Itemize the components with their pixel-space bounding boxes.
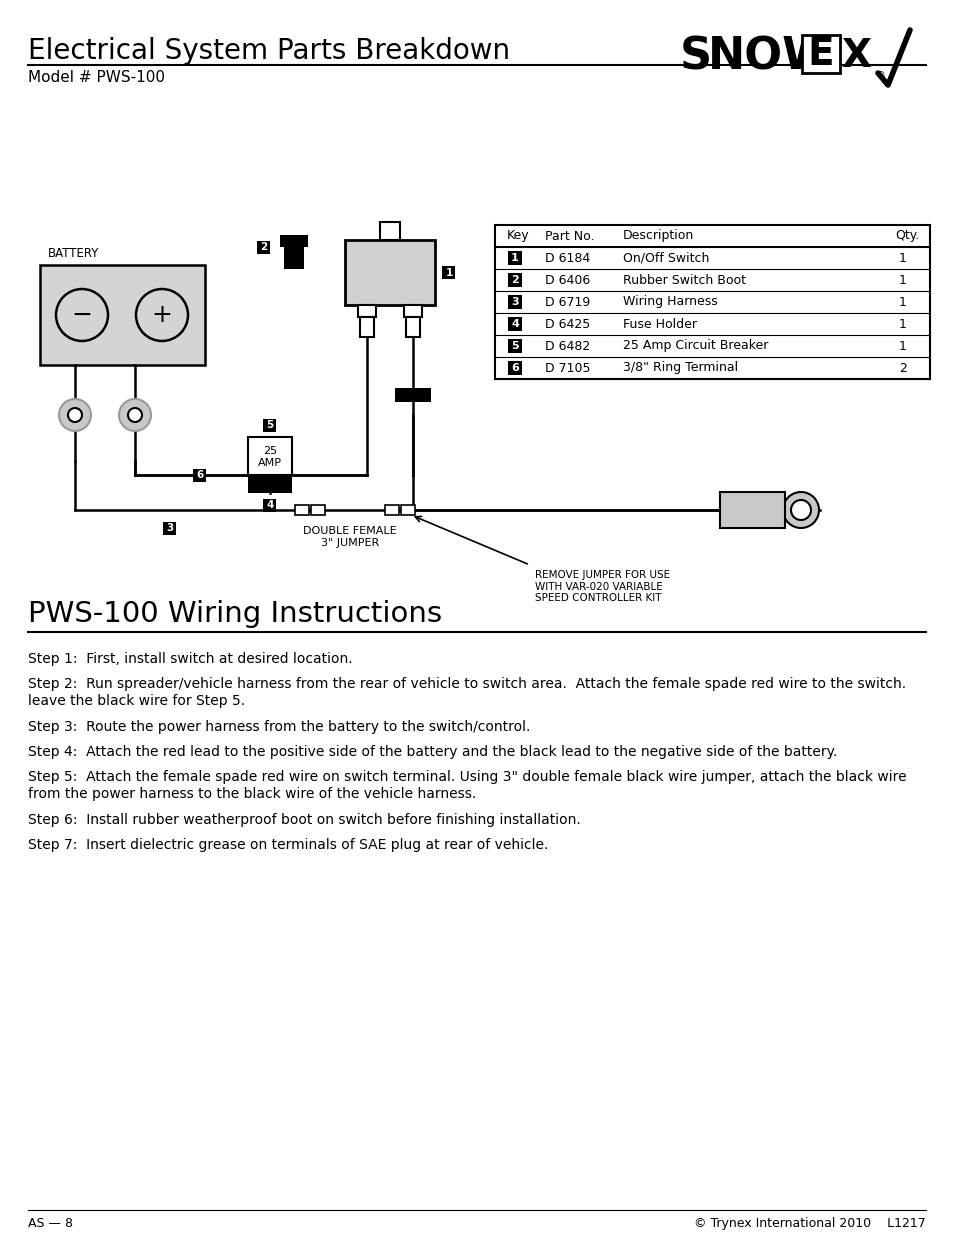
Bar bbox=[345, 240, 435, 305]
Text: D 6425: D 6425 bbox=[544, 317, 590, 331]
Bar bbox=[507, 251, 521, 266]
Text: 3/8" Ring Terminal: 3/8" Ring Terminal bbox=[622, 362, 738, 374]
Text: 4: 4 bbox=[266, 500, 274, 510]
Bar bbox=[311, 505, 325, 515]
Circle shape bbox=[68, 408, 82, 422]
Text: 25: 25 bbox=[263, 446, 276, 456]
Circle shape bbox=[59, 399, 91, 431]
Text: X: X bbox=[841, 37, 870, 75]
Circle shape bbox=[128, 408, 142, 422]
Text: D 6406: D 6406 bbox=[544, 273, 590, 287]
Bar bbox=[40, 266, 205, 366]
Text: 3: 3 bbox=[166, 522, 173, 534]
Bar bbox=[507, 273, 521, 287]
Bar bbox=[248, 475, 292, 493]
Text: 1: 1 bbox=[511, 253, 518, 263]
Text: © Trynex International 2010    L1217: © Trynex International 2010 L1217 bbox=[694, 1216, 925, 1230]
Bar bbox=[357, 305, 375, 317]
Text: 2: 2 bbox=[898, 362, 906, 374]
Text: −: − bbox=[71, 303, 92, 327]
Text: Step 3:  Route the power harness from the battery to the switch/control.: Step 3: Route the power harness from the… bbox=[28, 720, 530, 734]
Text: Step 6:  Install rubber weatherproof boot on switch before finishing installatio: Step 6: Install rubber weatherproof boot… bbox=[28, 813, 580, 827]
Text: Step 1:  First, install switch at desired location.: Step 1: First, install switch at desired… bbox=[28, 652, 353, 666]
Text: Rubber Switch Boot: Rubber Switch Boot bbox=[622, 273, 745, 287]
Circle shape bbox=[790, 500, 810, 520]
Text: Wiring Harness: Wiring Harness bbox=[622, 295, 717, 309]
Text: 25 Amp Circuit Breaker: 25 Amp Circuit Breaker bbox=[622, 340, 767, 352]
Text: E: E bbox=[807, 35, 834, 73]
Circle shape bbox=[119, 399, 151, 431]
Bar bbox=[263, 499, 276, 511]
Text: PWS-100 Wiring Instructions: PWS-100 Wiring Instructions bbox=[28, 600, 441, 629]
Text: 1: 1 bbox=[445, 268, 452, 278]
Text: On/Off Switch: On/Off Switch bbox=[622, 252, 709, 264]
Text: Key: Key bbox=[506, 230, 529, 242]
Text: Description: Description bbox=[622, 230, 694, 242]
Bar bbox=[442, 266, 455, 279]
Text: Step 5:  Attach the female spade red wire on switch terminal. Using 3" double fe: Step 5: Attach the female spade red wire… bbox=[28, 769, 905, 802]
Bar bbox=[395, 388, 431, 403]
Bar bbox=[507, 295, 521, 309]
Text: ®: ® bbox=[875, 70, 884, 82]
Bar bbox=[193, 468, 206, 482]
Bar bbox=[495, 225, 929, 379]
Text: Qty.: Qty. bbox=[894, 230, 919, 242]
Text: D 6482: D 6482 bbox=[544, 340, 590, 352]
Text: Fuse Holder: Fuse Holder bbox=[622, 317, 697, 331]
Text: Step 7:  Insert dielectric grease on terminals of SAE plug at rear of vehicle.: Step 7: Insert dielectric grease on term… bbox=[28, 839, 548, 852]
Text: AS — 8: AS — 8 bbox=[28, 1216, 73, 1230]
Bar bbox=[406, 317, 419, 337]
Bar bbox=[263, 419, 276, 431]
Text: D 7105: D 7105 bbox=[544, 362, 590, 374]
Text: 1: 1 bbox=[898, 340, 906, 352]
Text: 1: 1 bbox=[898, 317, 906, 331]
Text: Step 4:  Attach the red lead to the positive side of the battery and the black l: Step 4: Attach the red lead to the posit… bbox=[28, 745, 837, 760]
Bar bbox=[507, 361, 521, 375]
Circle shape bbox=[782, 492, 818, 529]
Text: +: + bbox=[152, 303, 172, 327]
Bar bbox=[507, 338, 521, 353]
Text: AMP: AMP bbox=[257, 458, 282, 468]
Bar bbox=[284, 241, 304, 269]
Text: 5: 5 bbox=[511, 341, 518, 351]
Text: NOW: NOW bbox=[707, 35, 831, 78]
Text: 1: 1 bbox=[898, 273, 906, 287]
Text: D 6184: D 6184 bbox=[544, 252, 590, 264]
Bar bbox=[720, 492, 784, 529]
Text: 1: 1 bbox=[898, 295, 906, 309]
Text: Step 2:  Run spreader/vehicle harness from the rear of vehicle to switch area.  : Step 2: Run spreader/vehicle harness fro… bbox=[28, 677, 905, 709]
Bar bbox=[801, 35, 840, 73]
Bar bbox=[359, 317, 374, 337]
Bar bbox=[257, 241, 271, 253]
Text: 6: 6 bbox=[511, 363, 518, 373]
Text: REMOVE JUMPER FOR USE
WITH VAR-020 VARIABLE
SPEED CONTROLLER KIT: REMOVE JUMPER FOR USE WITH VAR-020 VARIA… bbox=[535, 571, 669, 603]
Bar bbox=[163, 521, 176, 535]
Text: Model # PWS-100: Model # PWS-100 bbox=[28, 70, 165, 85]
Text: S: S bbox=[679, 35, 711, 78]
Text: Electrical System Parts Breakdown: Electrical System Parts Breakdown bbox=[28, 37, 510, 65]
Bar bbox=[248, 437, 292, 475]
Text: 1: 1 bbox=[898, 252, 906, 264]
Bar bbox=[507, 317, 521, 331]
Text: 2: 2 bbox=[260, 242, 268, 252]
Text: Part No.: Part No. bbox=[544, 230, 594, 242]
Text: 4: 4 bbox=[511, 319, 518, 329]
Text: DOUBLE FEMALE
3" JUMPER: DOUBLE FEMALE 3" JUMPER bbox=[303, 526, 396, 547]
Text: D 6719: D 6719 bbox=[544, 295, 590, 309]
Bar bbox=[294, 505, 309, 515]
Text: 2: 2 bbox=[511, 275, 518, 285]
Bar bbox=[403, 305, 421, 317]
Bar bbox=[280, 235, 308, 247]
Text: 3: 3 bbox=[511, 296, 518, 308]
Bar bbox=[379, 222, 399, 240]
Bar bbox=[400, 505, 415, 515]
Text: BATTERY: BATTERY bbox=[48, 247, 99, 261]
Circle shape bbox=[56, 289, 108, 341]
Text: 6: 6 bbox=[196, 471, 203, 480]
Text: 5: 5 bbox=[266, 420, 274, 430]
Circle shape bbox=[136, 289, 188, 341]
Bar bbox=[385, 505, 398, 515]
